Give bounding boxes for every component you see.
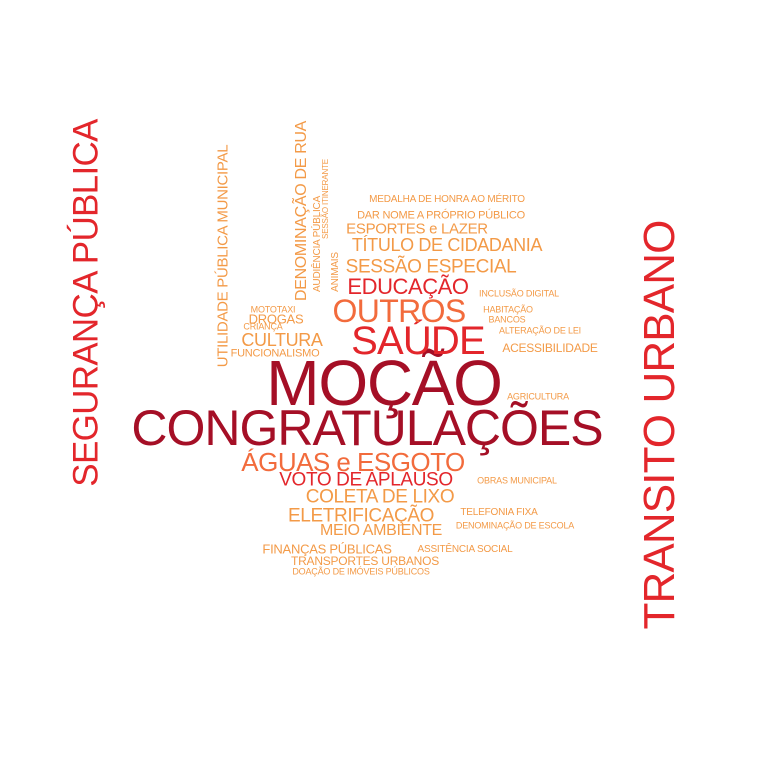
word-educacao: EDUCAÇÃO [347, 274, 469, 299]
word-acessibilidade: ACESSIBILIDADE [502, 341, 598, 355]
word-bancos: BANCOS [488, 314, 526, 325]
word-doacao-imoveis: DOAÇÃO DE IMÓVEIS PÚBLICOS [292, 566, 430, 577]
word-inclusao-digital: INCLUSÃO DIGITAL [479, 288, 559, 299]
word-outros: OUTROS [332, 293, 466, 329]
word-titulo-cidadania: TÍTULO DE CIDADANIA [351, 235, 543, 255]
word-meio-ambiente: MEIO AMBIENTE [319, 522, 443, 539]
word-seguranca-publica: SEGURANÇA PÚBLICA [66, 119, 106, 487]
word-assistencia-social: ASSITÊNCIA SOCIAL [417, 544, 513, 555]
word-mocao: MOÇÃO [266, 347, 503, 419]
word-habitacao: HABITAÇÃO [483, 304, 533, 315]
word-transito-urbano: TRANSITO URBANO [635, 220, 684, 630]
word-sessao-itinerante: SESSÃO ITINERANTE [321, 159, 330, 239]
word-eletrificacao: ELETRIFICAÇÃO [287, 505, 435, 527]
word-crianca: CRIANÇA [243, 321, 283, 332]
word-denominacao-rua: DENOMINAÇÃO DE RUA [293, 120, 310, 302]
word-financas-publicas: FINANÇAS PÚBLICAS [262, 541, 392, 557]
word-drogas: DROGAS [248, 311, 304, 327]
word-alteracao-lei: ALTERAÇÃO DE LEI [499, 325, 581, 336]
word-utilidade-publica: UTILIDADE PÚBLICA MUNICIPAL [214, 144, 232, 368]
word-dar-nome: DAR NOME A PRÓPRIO PÚBLICO [357, 209, 525, 222]
word-denominacao-escola: DENOMINAÇÃO DE ESCOLA [455, 520, 575, 531]
word-obras-municipal: OBRAS MUNICIPAL [477, 475, 557, 486]
word-esportes-lazer: ESPORTES e LAZER [346, 220, 488, 238]
word-medalha: MEDALHA DE HONRA AO MÉRITO [369, 194, 525, 205]
word-voto-aplauso: VOTO DE APLAUSO [279, 469, 453, 491]
word-coleta-lixo: COLETA DE LIXO [305, 486, 455, 508]
word-aguas-esgoto: ÁGUAS e ESGOTO [241, 447, 465, 477]
word-saude: SAÚDE [351, 319, 486, 363]
word-telefonia-fixa: TELEFONIA FIXA [460, 507, 538, 518]
word-agricultura: AGRICULTURA [507, 391, 569, 402]
word-cultura: CULTURA [241, 330, 323, 350]
word-transportes-urbanos: TRANSPORTES URBANOS [291, 554, 439, 568]
word-sessao-especial: SESSÃO ESPECIAL [345, 256, 517, 278]
word-mototaxi: MOTOTAXI [250, 304, 296, 315]
word-funcionalismo: FUNCIONALISMO [230, 347, 320, 360]
word-animais: ANIMAIS [330, 252, 341, 292]
word-congratulacoes: CONGRATULAÇÕES [131, 400, 603, 456]
